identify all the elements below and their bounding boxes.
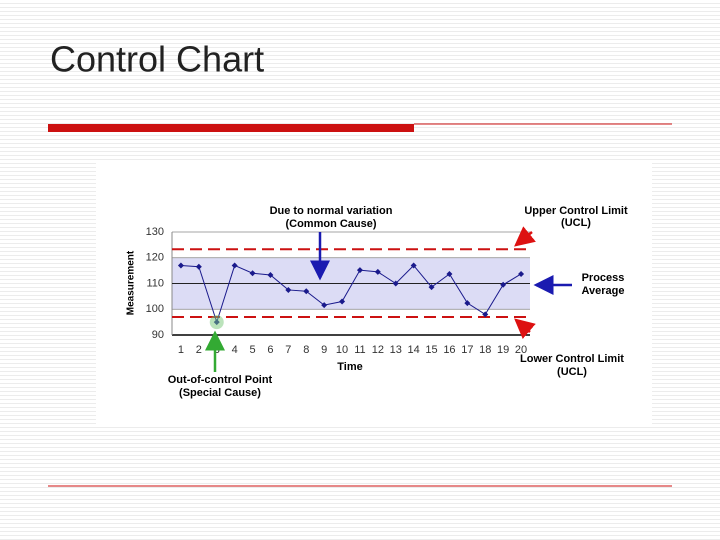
x-tick-label: 4: [232, 344, 238, 356]
data-point: [231, 262, 238, 269]
data-point: [518, 270, 525, 277]
data-point: [303, 288, 310, 295]
x-tick-label: 7: [285, 344, 291, 356]
x-tick-label: 12: [372, 344, 384, 356]
annotation: (UCL): [561, 217, 591, 229]
x-tick-label: 10: [336, 344, 348, 356]
y-tick-label: 110: [146, 277, 164, 289]
annotation: Out-of-control Point: [168, 374, 273, 386]
x-tick-label: 5: [249, 344, 255, 356]
x-tick-label: 8: [303, 344, 309, 356]
data-point: [446, 270, 453, 277]
x-tick-label: 6: [267, 344, 273, 356]
annotation: Lower Control Limit: [520, 353, 624, 365]
annotation: Average: [581, 285, 624, 297]
data-point: [339, 298, 346, 305]
annotation: (UCL): [557, 366, 587, 378]
data-point: [356, 267, 363, 274]
x-tick-label: 18: [479, 344, 491, 356]
data-point: [464, 300, 471, 307]
data-point: [410, 262, 417, 269]
x-tick-label: 15: [425, 344, 437, 356]
arrow: [514, 226, 536, 247]
x-tick-label: 19: [497, 344, 509, 356]
annotation: Due to normal variation: [270, 205, 393, 217]
x-tick-label: 9: [321, 344, 327, 356]
x-tick-label: 14: [408, 344, 420, 356]
y-tick-label: 100: [146, 303, 164, 315]
y-axis-label: Measurement: [126, 250, 137, 315]
y-tick-label: 90: [152, 329, 164, 341]
data-point: [267, 272, 274, 279]
slide-title: Control Chart: [50, 39, 264, 80]
annotation: (Common Cause): [285, 218, 376, 230]
x-tick-label: 13: [390, 344, 402, 356]
data-point: [500, 281, 507, 288]
annotation: Process: [582, 272, 625, 284]
data-point: [392, 280, 399, 287]
arrow: [514, 318, 536, 339]
y-tick-label: 130: [146, 226, 164, 238]
data-point: [249, 270, 256, 277]
title-bar: [48, 124, 414, 132]
data-point: [482, 311, 489, 318]
y-tick-label: 120: [146, 252, 164, 264]
x-tick-label: 20: [515, 344, 527, 356]
x-tick-label: 11: [354, 344, 365, 356]
data-point: [374, 268, 381, 275]
x-tick-label: 1: [178, 344, 184, 356]
data-point: [177, 262, 184, 269]
data-point: [321, 302, 328, 309]
highlight: [209, 315, 224, 330]
data-line: [180, 264, 522, 324]
x-tick-label: 17: [461, 344, 473, 356]
data-point: [285, 286, 292, 293]
x-tick-label: 2: [196, 344, 202, 356]
annotation: (Special Cause): [179, 387, 261, 399]
data-point: [428, 284, 435, 291]
data-point: [195, 263, 202, 270]
annotation: Upper Control Limit: [524, 205, 628, 217]
x-axis-label: Time: [337, 361, 362, 373]
x-tick-label: 16: [443, 344, 455, 356]
